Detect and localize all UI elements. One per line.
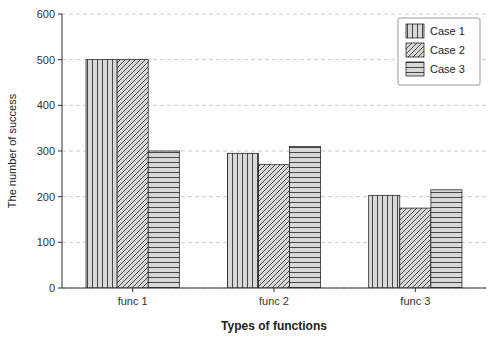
y-tick-label: 0 (49, 282, 55, 294)
x-tick-label: func 3 (400, 295, 430, 307)
y-tick (58, 59, 62, 60)
x-tick (132, 288, 133, 292)
legend-swatch (406, 43, 424, 57)
bar (400, 208, 431, 288)
y-tick (58, 151, 62, 152)
y-tick (58, 105, 62, 106)
chart: 0 100 200 300 400 500 600 func 1 func 2 func 3 Typ… (0, 0, 500, 340)
y-tick-label: 600 (37, 8, 55, 20)
chart-container: 0 100 200 300 400 500 600 func 1 func 2 func 3 Typ… (0, 0, 500, 340)
grid (62, 14, 486, 288)
y-axis (62, 14, 63, 288)
y-tick-label: 100 (37, 236, 55, 248)
y-tick-label: 400 (37, 99, 55, 111)
y-tick (58, 242, 62, 243)
legend-swatch (406, 62, 424, 76)
x-tick-label: func 2 (259, 295, 289, 307)
y-tick (58, 196, 62, 197)
legend-swatch (406, 24, 424, 38)
bars (86, 60, 462, 288)
bar (290, 146, 321, 288)
y-axis-label: The number of success (6, 93, 18, 208)
bar (258, 165, 289, 288)
x-axis-label: Types of functions (221, 319, 327, 333)
y-tick-label: 200 (37, 191, 55, 203)
bar (86, 60, 117, 288)
y-tick-label: 300 (37, 145, 55, 157)
grid-line (62, 14, 486, 15)
bar (148, 151, 179, 288)
x-tick (415, 288, 416, 292)
legend: Case 1 Case 2 Case 3 (398, 18, 480, 85)
legend-label: Case 2 (430, 44, 465, 56)
y-tick-label: 500 (37, 54, 55, 66)
x-tick-label: func 1 (118, 295, 148, 307)
legend-label: Case 3 (430, 63, 465, 75)
y-tick (58, 14, 62, 15)
bar (369, 195, 400, 288)
legend-box (398, 18, 480, 85)
bar (227, 153, 258, 288)
bar (117, 60, 148, 288)
y-tick (58, 288, 62, 289)
legend-label: Case 1 (430, 25, 465, 37)
bar (431, 190, 462, 288)
x-tick (274, 288, 275, 292)
